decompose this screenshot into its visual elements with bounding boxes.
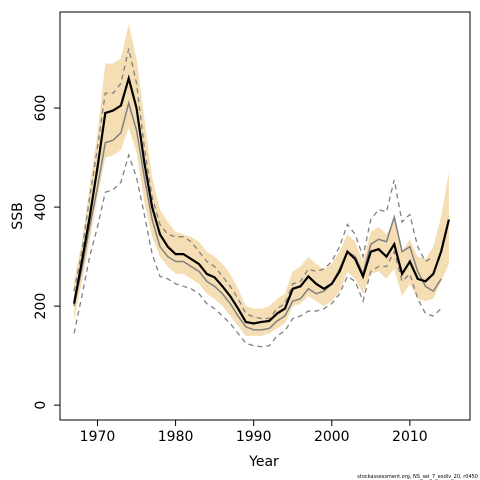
y-tick-label: 0 — [33, 401, 49, 410]
y-tick-label: 400 — [33, 194, 49, 221]
series-line — [72, 74, 450, 325]
series-line — [73, 48, 434, 320]
y-tick-label: 600 — [33, 95, 49, 122]
x-axis-label: Year — [248, 454, 279, 470]
footnote: stockassessment.org, NS_sel_7_exdiv_20, … — [357, 474, 478, 480]
x-tick-label: 1990 — [236, 429, 272, 445]
y-axis-label: SSB — [10, 202, 26, 229]
x-tick-label: 1970 — [80, 429, 116, 445]
series-line — [73, 100, 442, 331]
x-tick-label: 2010 — [392, 429, 428, 445]
x-tick-label: 1980 — [158, 429, 194, 445]
y-tick-label: 200 — [33, 293, 49, 320]
plot-frame — [59, 11, 471, 421]
x-tick-label: 2000 — [314, 429, 350, 445]
series-line — [73, 152, 442, 348]
confidence-band — [74, 23, 449, 336]
